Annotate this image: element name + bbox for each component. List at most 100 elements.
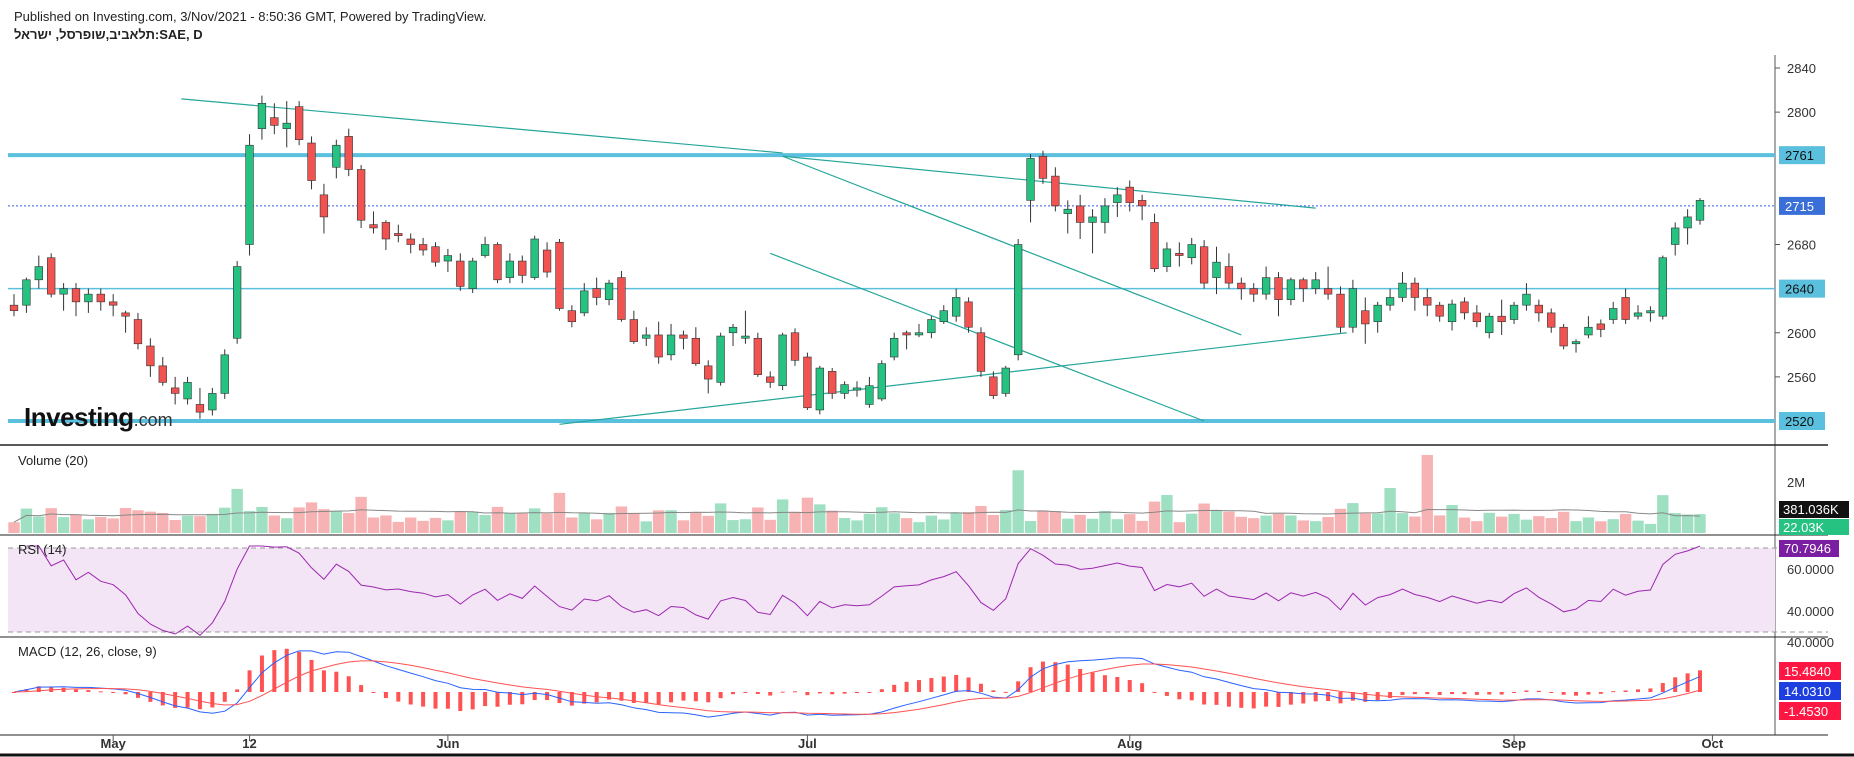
macd-histogram-bar: [495, 692, 500, 707]
macd-histogram-bar: [569, 692, 574, 706]
candle-body: [629, 319, 638, 342]
candle: [766, 371, 775, 388]
trendline-channel-upper: [782, 155, 1242, 336]
candle: [47, 253, 56, 298]
volume-bar: [256, 507, 268, 533]
candle: [282, 101, 291, 148]
macd-histogram-bar: [1226, 692, 1231, 707]
volume-bar: [851, 520, 863, 533]
macd-histogram-bar: [1164, 692, 1169, 696]
candle-body: [704, 365, 713, 380]
macd-histogram-bar: [1598, 692, 1603, 694]
volume-bar: [1409, 516, 1421, 533]
macd-histogram-bar: [793, 691, 798, 693]
candle-body: [1361, 310, 1370, 325]
volume-bar: [652, 510, 665, 533]
volume-bar: [1297, 520, 1309, 533]
candle: [1385, 288, 1395, 311]
candle: [270, 103, 279, 135]
candle-body: [1559, 326, 1568, 347]
macd-histogram-bar: [1326, 692, 1331, 701]
volume-bar: [417, 520, 429, 533]
candle: [84, 288, 93, 313]
candle: [1299, 277, 1308, 302]
candle-body: [914, 332, 924, 336]
volume-bar: [677, 520, 690, 533]
candle: [828, 368, 837, 399]
volume-bar: [1359, 513, 1371, 533]
macd-histogram-bar: [160, 692, 165, 706]
macd-histogram-bar: [1127, 680, 1132, 692]
macd-histogram-bar: [978, 683, 983, 692]
volume-bar: [1595, 521, 1607, 533]
volume-bar: [1260, 515, 1272, 533]
candle: [406, 233, 415, 254]
level-label-bg: [1779, 196, 1825, 215]
volume-bar: [1111, 519, 1124, 533]
candle-body: [96, 293, 105, 303]
volume-label-bg: [1779, 501, 1849, 518]
candle-body: [1299, 279, 1308, 289]
macd-signal-line: [13, 660, 1701, 715]
candle-body: [877, 363, 886, 400]
volume-bar: [33, 516, 45, 533]
volume-bar: [1347, 503, 1359, 533]
trendline-rising-support: [559, 332, 1347, 425]
price-tick-label: 2840: [1787, 61, 1816, 76]
rsi-last-label: 70.7946: [1784, 541, 1831, 556]
candle-body: [332, 144, 341, 168]
candle-body: [282, 122, 291, 129]
macd-histogram-bar: [669, 692, 674, 703]
price-tick-label: 2680: [1787, 238, 1816, 253]
candle: [431, 242, 440, 267]
candle: [989, 371, 998, 399]
macd-histogram-bar: [1499, 692, 1504, 695]
candle-body: [604, 282, 614, 300]
volume-bar: [665, 510, 677, 533]
macd-histogram-bar: [855, 692, 859, 694]
macd-histogram-bar: [1078, 668, 1083, 692]
candle: [1695, 198, 1705, 225]
candle: [443, 248, 453, 273]
candle: [1001, 365, 1010, 397]
candle: [59, 283, 68, 311]
rsi-band: [8, 548, 1775, 632]
volume-bar: [45, 508, 57, 533]
volume-bar: [603, 512, 615, 533]
candle-body: [1261, 277, 1271, 295]
candle: [1249, 283, 1258, 302]
volume-bar: [789, 511, 801, 533]
candle: [183, 376, 192, 405]
volume-bar: [814, 504, 826, 533]
macd-histogram-bar: [1102, 675, 1107, 692]
volume-bar: [1371, 513, 1384, 533]
macd-histogram-bar: [259, 655, 264, 692]
volume-bar: [169, 520, 181, 533]
volume-bar: [876, 507, 888, 533]
candle: [815, 365, 824, 415]
candle-body: [790, 332, 800, 361]
candle: [1398, 272, 1407, 302]
candle-body: [1435, 304, 1444, 317]
macd-histogram-bar: [297, 651, 302, 692]
volume-bar: [1136, 520, 1148, 533]
volume-bar: [826, 510, 838, 533]
macd-histogram-bar: [36, 686, 41, 692]
candle: [1199, 240, 1209, 289]
volume-bar: [1520, 519, 1533, 533]
candle-body: [1187, 244, 1196, 259]
candle: [666, 323, 676, 361]
candle: [394, 224, 403, 243]
macd-histogram-bar: [867, 692, 872, 693]
candle-body: [71, 288, 81, 303]
macd-histogram-bar: [842, 692, 847, 694]
candle-body: [679, 334, 688, 339]
volume-bar: [516, 513, 528, 533]
candle-body: [642, 334, 651, 339]
published-line: Published on Investing.com, 3/Nov/2021 -…: [14, 9, 487, 24]
candle-body: [753, 337, 762, 375]
candle: [1547, 308, 1556, 333]
candle-body: [815, 367, 824, 411]
candle-body: [567, 310, 577, 323]
